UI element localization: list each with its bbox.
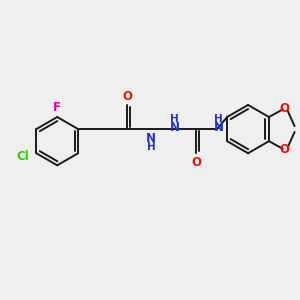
Text: H: H: [214, 114, 223, 124]
Text: O: O: [279, 143, 289, 156]
Text: N: N: [214, 121, 224, 134]
Text: O: O: [191, 156, 201, 169]
Text: H: H: [146, 142, 155, 152]
Text: F: F: [53, 101, 61, 114]
Text: N: N: [146, 132, 156, 145]
Text: H: H: [170, 114, 179, 124]
Text: N: N: [169, 121, 179, 134]
Text: O: O: [122, 90, 132, 103]
Text: Cl: Cl: [17, 150, 29, 163]
Text: O: O: [279, 102, 289, 115]
